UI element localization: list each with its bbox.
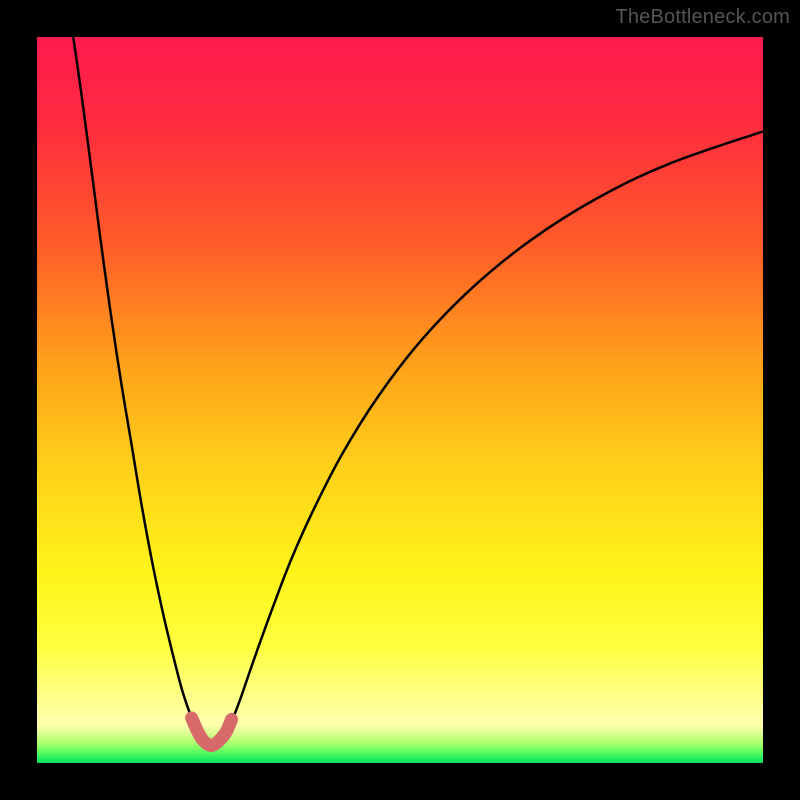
bottleneck-chart-svg <box>0 0 800 800</box>
chart-container: TheBottleneck.com <box>0 0 800 800</box>
plot-area <box>37 37 763 763</box>
